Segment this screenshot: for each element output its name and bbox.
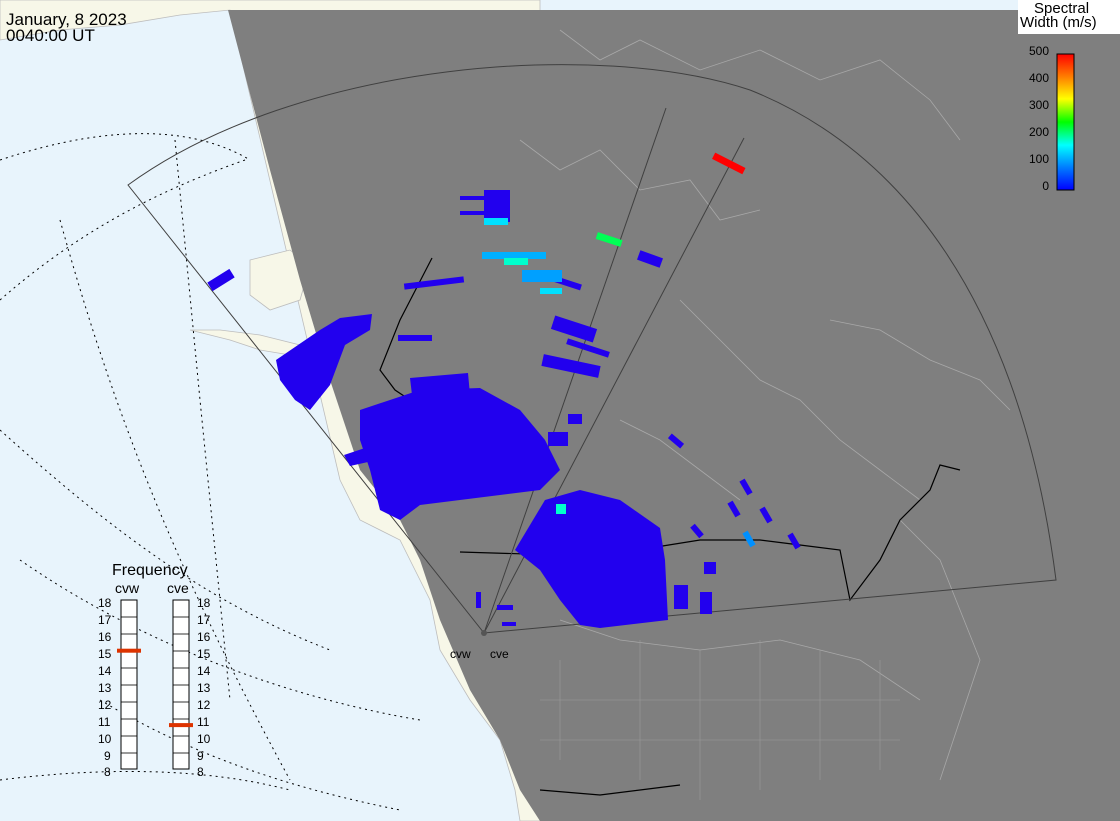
frequency-tick-right: 9 [197, 749, 204, 763]
scatter-cell-lightblue [742, 530, 756, 548]
scatter-cell [667, 433, 685, 449]
header-time: 0040:00 UT [6, 26, 95, 45]
frequency-panel: Frequency cvw cve 18 17 16 15 14 13 12 1… [98, 562, 211, 779]
header-date: January, 8 2023 [6, 10, 127, 29]
scatter-cell [637, 250, 663, 268]
scatter-cell-cyan [484, 218, 508, 225]
frequency-tick-right: 16 [197, 630, 211, 644]
colorbar-tick: 100 [1029, 152, 1049, 166]
radar-site-label-cvw: cvw [450, 647, 471, 661]
scatter-cell-teal [504, 258, 528, 265]
scatter-cell [360, 388, 560, 520]
scatter-cell [690, 523, 704, 539]
colorbar-tick: 300 [1029, 98, 1049, 112]
frequency-tick-right: 12 [197, 698, 211, 712]
scatter-cell [410, 373, 470, 395]
scatter-cell [548, 432, 568, 446]
scatter-cell [515, 490, 668, 628]
scatter-cell [700, 592, 712, 614]
radar-scatter-colored [482, 152, 756, 548]
state-boundaries [540, 640, 900, 800]
scatter-cell [550, 315, 598, 343]
colorbar-tick: 0 [1042, 179, 1049, 193]
frequency-title: Frequency [112, 562, 188, 579]
frequency-tick-right: 17 [197, 613, 211, 627]
scatter-cell [276, 314, 372, 410]
scatter-cell-teal [556, 504, 566, 514]
frequency-tick-left: 12 [98, 698, 112, 712]
frequency-label-cve: cve [167, 580, 189, 596]
frequency-tick-left: 9 [104, 749, 111, 763]
radar-site-marker [481, 630, 487, 636]
colorbar-tick: 400 [1029, 71, 1049, 85]
scatter-cell [344, 448, 368, 466]
colorbar-tick: 200 [1029, 125, 1049, 139]
radar-scatter [207, 190, 801, 628]
colorbar-title-line1: Spectral [1034, 0, 1089, 17]
scatter-cell-cyan [540, 288, 562, 294]
colorbar-tick: 500 [1029, 44, 1049, 58]
colorbar: Spectral Width (m/s) 500 400 300 200 100… [1018, 0, 1120, 193]
frequency-column-cvw [120, 599, 138, 770]
scatter-cell [460, 196, 484, 200]
scatter-cell [502, 622, 516, 626]
scatter-cell [403, 276, 465, 290]
frequency-tick-left: 18 [98, 596, 112, 610]
scatter-cell [739, 478, 753, 496]
scatter-cell [207, 268, 235, 292]
radar-sites: cvw cve [450, 630, 509, 661]
frequency-tick-right: 8 [197, 765, 204, 779]
frequency-marker-cve [169, 723, 193, 728]
colorbar-gradient [1056, 53, 1075, 191]
graticule [0, 133, 421, 811]
scatter-cell [568, 414, 582, 424]
night-region [228, 10, 1120, 821]
frequency-tick-right: 10 [197, 732, 211, 746]
frequency-label-cvw: cvw [115, 580, 140, 596]
header: January, 8 2023 0040:00 UT [6, 10, 127, 45]
frequency-tick-left: 14 [98, 664, 112, 678]
frequency-gridlines [121, 616, 189, 754]
frequency-tick-left: 15 [98, 647, 112, 661]
frequency-tick-right: 18 [197, 596, 211, 610]
scatter-cell [674, 585, 688, 609]
frequency-tick-left: 10 [98, 732, 112, 746]
scatter-cell [566, 338, 610, 358]
scatter-cell [759, 506, 773, 524]
scatter-cell [541, 354, 601, 378]
radar-site-label-cve: cve [490, 647, 509, 661]
scatter-cell [497, 605, 513, 610]
scatter-cell [398, 335, 432, 341]
colorbar-title-bg [1018, 0, 1120, 34]
frequency-tick-left: 17 [98, 613, 112, 627]
frequency-tick-right: 11 [197, 715, 210, 729]
frequency-tick-right: 15 [197, 647, 211, 661]
frequency-column-cve [172, 599, 190, 770]
frequency-marker-cvw [117, 648, 141, 653]
scatter-cell [727, 500, 741, 518]
scatter-cell [704, 562, 716, 574]
scatter-cell [476, 592, 481, 608]
scatter-cell-lightblue [522, 270, 562, 282]
scatter-cell [460, 211, 484, 215]
frequency-tick-right: 13 [197, 681, 211, 695]
frequency-tick-left: 8 [104, 765, 111, 779]
scatter-cell [787, 532, 801, 550]
colorbar-title-line2: Width (m/s) [1020, 14, 1097, 31]
scatter-cell-green [595, 232, 623, 247]
scatter-cell [484, 190, 510, 222]
frequency-tick-left: 16 [98, 630, 112, 644]
frequency-tick-left: 13 [98, 681, 112, 695]
scatter-cell-red [712, 152, 746, 175]
frequency-tick-left: 11 [98, 715, 111, 729]
scatter-cell-lightblue [482, 252, 546, 259]
frequency-tick-right: 14 [197, 664, 211, 678]
coastlines [519, 29, 1011, 781]
